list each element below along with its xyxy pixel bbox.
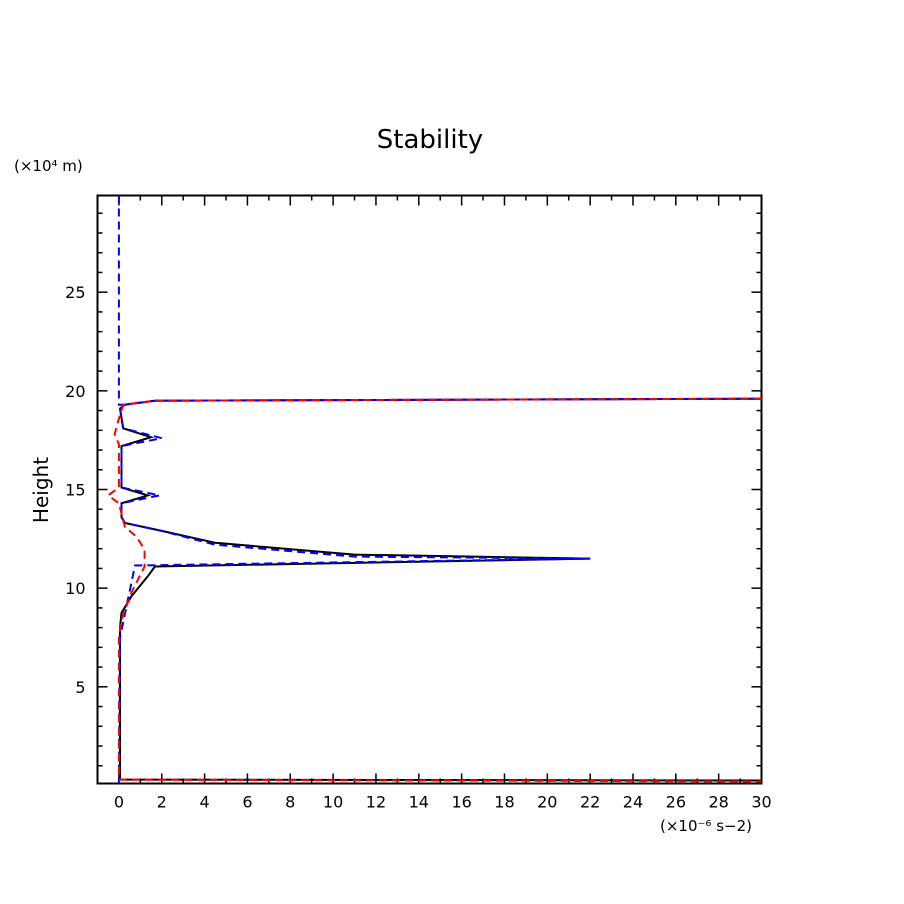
x-tick-label: 16	[451, 793, 471, 812]
x-tick-label: 2	[157, 793, 167, 812]
y-tick-label: 10	[65, 579, 85, 598]
x-tick-label: 28	[708, 793, 728, 812]
y-tick-label: 20	[65, 382, 85, 401]
x-tick-label: 24	[623, 793, 643, 812]
x-tick-label: 10	[323, 793, 343, 812]
x-tick-label: 14	[409, 793, 429, 812]
series-line-2	[106, 397, 762, 783]
y-axis-label: Height	[29, 457, 53, 523]
series-line-1	[117, 195, 762, 784]
y-unit-label: (×10⁴ m)	[14, 157, 83, 175]
y-tick-label: 15	[65, 481, 85, 500]
series-line-0	[118, 397, 762, 782]
x-tick-label: 12	[366, 793, 386, 812]
x-tick-label: 22	[580, 793, 600, 812]
y-tick-label: 25	[65, 283, 85, 302]
x-tick-label: 6	[242, 793, 252, 812]
x-tick-label: 8	[285, 793, 295, 812]
x-tick-label: 4	[200, 793, 210, 812]
chart-title: Stability	[377, 125, 483, 155]
y-tick-label: 5	[75, 678, 85, 697]
x-tick-label: 18	[494, 793, 514, 812]
x-tick-label: 20	[537, 793, 557, 812]
plot-frame	[96, 194, 763, 785]
x-tick-label: 26	[666, 793, 686, 812]
x-tick-label: 0	[114, 793, 124, 812]
x-tick-label: 30	[751, 793, 771, 812]
x-unit-label: (×10⁻⁶ s−2)	[660, 817, 752, 835]
